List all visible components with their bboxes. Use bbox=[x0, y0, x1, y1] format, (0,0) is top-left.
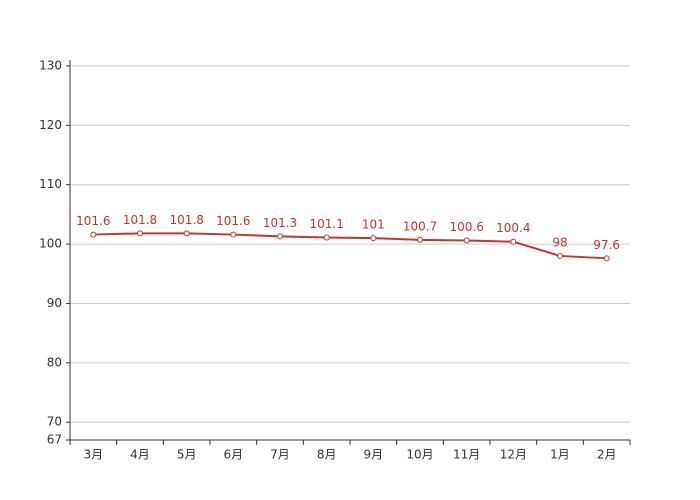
y-tick-label: 100 bbox=[39, 237, 62, 251]
point bbox=[183, 230, 190, 237]
data-label: 101.1 bbox=[309, 217, 343, 231]
data-label: 100.7 bbox=[403, 219, 437, 233]
data-label: 101.8 bbox=[123, 213, 157, 227]
point bbox=[230, 231, 237, 238]
point bbox=[90, 231, 97, 238]
data-label: 101.6 bbox=[216, 214, 250, 228]
x-tick-label: 1月 bbox=[550, 448, 570, 462]
data-label: 97.6 bbox=[593, 238, 620, 252]
data-label: 101.6 bbox=[76, 214, 110, 228]
point bbox=[323, 234, 330, 241]
point bbox=[370, 235, 377, 242]
y-tick-label: 110 bbox=[39, 177, 62, 191]
x-tick-label: 3月 bbox=[84, 448, 104, 462]
x-tick-label: 11月 bbox=[453, 448, 480, 462]
data-label: 100.6 bbox=[449, 220, 483, 234]
line bbox=[93, 232, 607, 260]
x-tick-label: 6月 bbox=[224, 448, 244, 462]
point bbox=[463, 237, 470, 244]
point bbox=[137, 230, 143, 237]
data-label: 101.3 bbox=[263, 216, 297, 230]
point bbox=[417, 236, 423, 243]
x-tick-label: 7月 bbox=[270, 448, 290, 462]
y-tick-label: 70 bbox=[47, 415, 62, 429]
x-tick-label: 12月 bbox=[500, 448, 527, 462]
point bbox=[557, 252, 563, 259]
x-tick-label: 2月 bbox=[597, 448, 617, 462]
point bbox=[510, 238, 517, 245]
point bbox=[603, 255, 610, 262]
x-tick-label: 5月 bbox=[177, 448, 197, 462]
y-tick-label: 80 bbox=[47, 355, 62, 369]
data-label: 98 bbox=[552, 235, 567, 249]
x-tick-label: 8月 bbox=[317, 448, 337, 462]
y-tick-label: 90 bbox=[47, 296, 62, 310]
y-tick-label: 120 bbox=[39, 118, 62, 132]
x-tick-label: 10月 bbox=[406, 448, 433, 462]
point bbox=[277, 233, 283, 240]
data-label: 100.4 bbox=[496, 221, 530, 235]
y-tick-label: 130 bbox=[39, 58, 62, 72]
y-tick-label: 67 bbox=[47, 433, 62, 447]
x-tick-label: 4月 bbox=[130, 448, 150, 462]
data-label: 101.8 bbox=[169, 213, 203, 227]
x-tick-label: 9月 bbox=[364, 448, 384, 462]
data-label: 101 bbox=[362, 218, 385, 232]
